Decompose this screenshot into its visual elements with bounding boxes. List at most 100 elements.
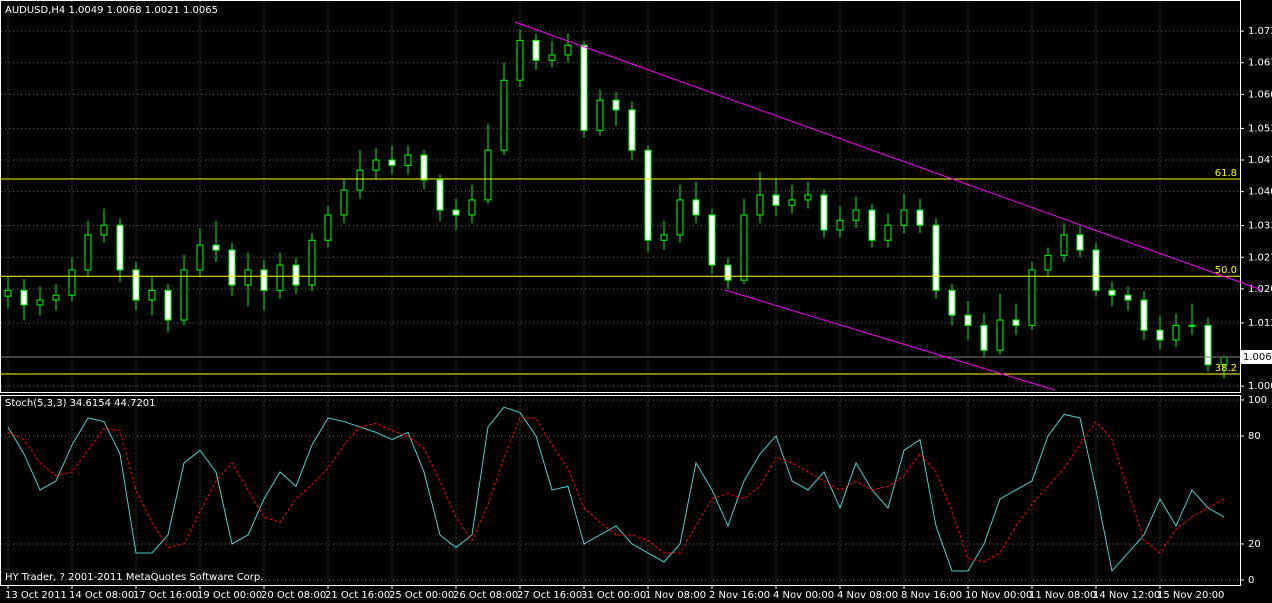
candle-body [260,269,268,291]
candle-body [868,209,876,241]
y-tick-label: 1.0470 [1248,155,1272,166]
candle-body [852,209,860,221]
candle-body [1156,329,1164,341]
candle-body [1012,319,1020,326]
y-tick-label: 1.0670 [1248,58,1272,69]
candle-body [4,289,12,297]
candle-body [612,99,620,111]
x-tick-label: 19 Oct 00:00 [197,590,262,601]
candle-body [212,244,220,251]
candle-body [996,319,1004,351]
candle-body [964,314,972,326]
candle-body [20,289,28,306]
candle-body [676,199,684,236]
trend-line-lower [724,289,1056,391]
y-tick-label: 1.0135 [1248,318,1272,329]
candle-body [164,289,172,321]
x-tick-label: 11 Nov 08:00 [1029,590,1096,601]
x-tick-label: 17 Oct 16:00 [133,590,198,601]
candle-body [372,159,380,171]
trend-line-upper [514,21,1263,291]
candle-body [36,299,44,306]
x-tick-label: 8 Nov 16:00 [901,590,962,601]
candle-body [196,244,204,271]
x-tick-label: 25 Oct 00:00 [389,590,454,601]
candle-body [484,149,492,201]
candle-body [948,289,956,316]
candle-body [660,234,668,241]
price-panel-border [0,0,1241,393]
y-tick-label: 1.0605 [1248,89,1272,100]
candle-body [116,224,124,271]
x-tick-label: 15 Nov 20:00 [1157,590,1224,601]
x-tick-label: 31 Oct 00:00 [581,590,646,601]
y-tick-label: 80 [1248,431,1261,442]
candle-body [644,149,652,241]
candle-body [788,199,796,206]
candle-body [1028,269,1036,326]
candle-body [68,269,76,296]
candle-body [1172,324,1180,341]
candle-body [436,179,444,211]
fib-label: 38.2 [1215,363,1237,374]
candle-body [388,159,396,166]
copyright: HY Trader, ? 2001-2011 MetaQuotes Softwa… [5,572,263,583]
candle-body [1076,234,1084,251]
candle-body [740,214,748,281]
candle-body [932,224,940,291]
candle-body [84,234,92,271]
y-tick-label: 1.0735 [1248,26,1272,37]
candle-body [420,154,428,181]
candle-body [1140,299,1148,331]
y-tick-label: 0 [1248,575,1254,586]
stoch-line [7,406,1225,573]
candle-body [228,249,236,286]
current-price-box [1241,349,1272,364]
candle-body [708,214,716,266]
y-tick-label: 20 [1248,539,1261,550]
candle-body [356,169,364,191]
stoch-title: Stoch(5,3,3) 34.6154 44.7201 [5,398,156,409]
y-tick-label: 100 [1248,395,1267,406]
price-title: AUDUSD,H4 1.0049 1.0068 1.0021 1.0065 [5,5,218,16]
candle-body [580,44,588,131]
candle-body [148,289,156,301]
stoch-line [7,417,1225,563]
y-tick-label: 1.0270 [1248,252,1272,263]
current-price-label: 1.0065 [1243,352,1272,363]
x-tick-label: 2 Nov 16:00 [709,590,770,601]
candle-body [132,269,140,301]
x-tick-label: 4 Nov 08:00 [837,590,898,601]
y-tick-label: 1.0535 [1248,123,1272,134]
candle-body [1108,289,1116,296]
candle-body [884,224,892,241]
y-tick-label: 1.0335 [1248,221,1272,232]
stoch-panel-border [0,395,1241,586]
candle-body [724,264,732,281]
candle-body [276,264,284,291]
fib-label: 50.0 [1215,265,1237,276]
candle-body [1092,249,1100,291]
candle-body [772,194,780,206]
candle-body [628,109,636,151]
candle-body [532,39,540,61]
candle-body [804,194,812,201]
candle-body [1124,294,1132,301]
candle-body [548,54,556,61]
x-tick-label: 21 Oct 16:00 [325,590,390,601]
candle-body [820,194,828,231]
candle-body [1188,324,1196,327]
y-tick-label: 1.0005 [1248,381,1272,392]
candle-body [468,199,476,216]
candle-body [916,209,924,226]
candle-body [308,239,316,286]
candle-body [1060,234,1068,256]
candle-body [244,269,252,286]
candle-body [596,99,604,131]
x-tick-label: 4 Nov 00:00 [773,590,834,601]
candle-body [404,154,412,166]
x-tick-label: 1 Nov 08:00 [645,590,706,601]
x-tick-label: 13 Oct 2011 [5,590,67,601]
